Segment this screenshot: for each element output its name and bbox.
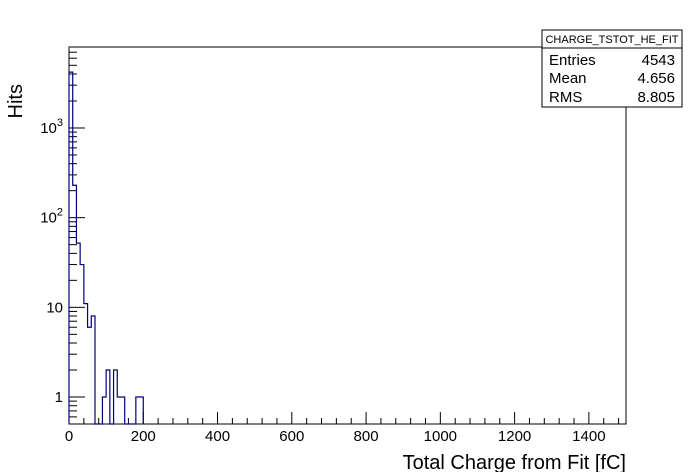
x-tick-label: 1000	[424, 428, 457, 445]
y-tick-label: 103	[40, 117, 63, 137]
histogram-bin	[88, 327, 92, 424]
histogram-bin	[117, 397, 121, 424]
y-tick-label: 1	[55, 389, 63, 406]
stats-entries-value: 4543	[642, 52, 675, 69]
x-tick-label: 600	[279, 428, 304, 445]
histogram-step-line	[68, 71, 144, 425]
x-tick-label: 1200	[498, 428, 531, 445]
y-tick-label: 10	[46, 299, 63, 316]
x-tick-label: 0	[65, 428, 73, 445]
stats-mean-value: 4.656	[637, 70, 675, 87]
stats-box: CHARGE_TSTOT_HE_FIT Entries 4543 Mean 4.…	[541, 29, 683, 108]
stats-rms-label: RMS	[549, 89, 582, 106]
x-tick-label: 800	[354, 428, 379, 445]
stats-entries-label: Entries	[549, 52, 596, 69]
y-axis-title: Hits	[5, 84, 27, 118]
x-tick-label: 200	[131, 428, 156, 445]
y-tick-label: 102	[40, 207, 63, 227]
stats-mean-label: Mean	[549, 70, 587, 87]
x-tick-label: 400	[205, 428, 230, 445]
stats-box-title: CHARGE_TSTOT_HE_FIT	[545, 34, 678, 46]
y-axis-ticks: 1 10 102 103	[40, 46, 85, 425]
x-tick-label: 1400	[572, 428, 605, 445]
x-axis-title: Total Charge from Fit [fC]	[403, 452, 626, 472]
stats-rms-value: 8.805	[637, 89, 675, 106]
x-axis-ticks: 0 200 400 600 800 1000 1200 1400	[65, 412, 620, 445]
